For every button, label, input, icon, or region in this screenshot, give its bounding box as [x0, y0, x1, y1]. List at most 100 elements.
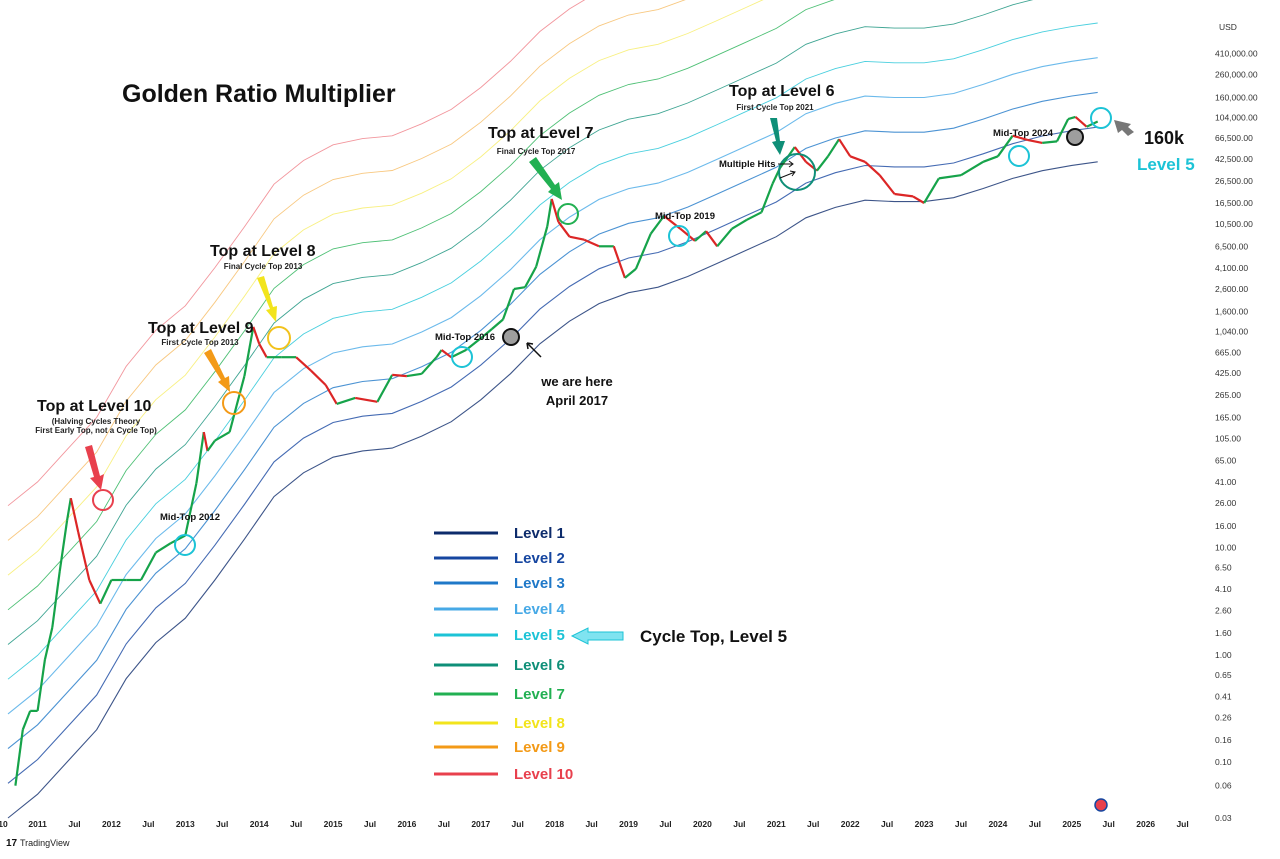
x-tick-label: 2012	[102, 819, 121, 829]
price-segment	[612, 245, 626, 279]
y-tick-label: 65.00	[1215, 456, 1237, 466]
target-price-label: 160k	[1144, 128, 1185, 148]
brand-label: TradingView	[20, 838, 70, 848]
price-segment	[705, 230, 719, 247]
price-segment	[760, 183, 774, 213]
price-segment	[524, 266, 538, 288]
x-tick-label: Jul	[216, 819, 228, 829]
y-tick-label: 105.00	[1215, 433, 1241, 443]
y-tick-label: 41.00	[1215, 477, 1237, 487]
x-tick-label: Jul	[659, 819, 671, 829]
y-tick-label: 42,500.00	[1215, 154, 1253, 164]
y-tick-label: 1.60	[1215, 628, 1232, 638]
price-segment	[77, 531, 91, 581]
anno-lvl10-arrow	[85, 445, 104, 490]
price-segment	[923, 177, 940, 204]
anno-lvl6-circle	[778, 153, 816, 191]
anno-lvl6-title: Top at Level 6	[729, 83, 835, 100]
price-segment	[252, 326, 261, 345]
target-level-label: Level 5	[1137, 155, 1195, 174]
level-2-line	[7, 126, 1098, 784]
legend-label-level-2: Level 2	[514, 550, 565, 567]
y-tick-label: 16,500.00	[1215, 198, 1253, 208]
y-tick-label: 2.60	[1215, 605, 1232, 615]
price-segment	[827, 138, 841, 157]
price-segment	[376, 374, 394, 403]
y-tick-label: 4,100.00	[1215, 263, 1248, 273]
y-tick-label: 26,500.00	[1215, 176, 1253, 186]
anno-lvl9-sub1: First Cycle Top 2013	[161, 338, 239, 347]
chart-title: Golden Ratio Multiplier	[122, 80, 396, 108]
price-segment	[43, 627, 54, 660]
anno-lvl6-arrow	[770, 118, 785, 155]
level-6-line	[7, 0, 1034, 645]
level-10-line	[7, 0, 586, 507]
x-tick-label: 2024	[988, 819, 1007, 829]
price-segment	[336, 396, 356, 405]
level-8-line	[7, 0, 764, 576]
x-tick-label: Jul	[1029, 819, 1041, 829]
multiple-hits-label: Multiple Hits	[719, 159, 775, 170]
price-segment	[550, 198, 560, 223]
price-segment	[440, 349, 452, 359]
y-tick-label: 6,500.00	[1215, 241, 1248, 251]
legend-label-level-8: Level 8	[514, 715, 565, 732]
we-are-here-arrow	[526, 342, 542, 358]
anno-lvl9-arrow	[204, 349, 230, 392]
legend-label-level-6: Level 6	[514, 657, 565, 674]
y-tick-label: 165.00	[1215, 412, 1241, 422]
price-segment	[214, 431, 231, 442]
legend-label-level-1: Level 1	[514, 525, 565, 542]
price-segment	[746, 211, 762, 221]
y-tick-label: 265.00	[1215, 390, 1241, 400]
price-segment	[1012, 134, 1028, 141]
x-tick-label: 2016	[397, 819, 416, 829]
x-tick-label: Jul	[733, 819, 745, 829]
price-segment	[69, 497, 80, 533]
y-tick-label: 0.16	[1215, 735, 1232, 745]
price-segment	[58, 520, 69, 572]
price-segment	[491, 318, 504, 330]
tradingview-logo-icon: 17	[6, 838, 18, 849]
level-3-line	[7, 91, 1098, 750]
x-tick-label: Jul	[512, 819, 524, 829]
price-segment	[228, 375, 246, 433]
price-segment	[583, 238, 600, 248]
price-segment	[501, 288, 516, 320]
x-tick-label: Jul	[364, 819, 376, 829]
price-segment	[155, 542, 172, 554]
midtop-2012-circle	[174, 534, 196, 556]
anno-lvl9-circle	[222, 391, 246, 415]
price-segment	[195, 431, 205, 484]
anno-lvl6-sub1: First Cycle Top 2021	[736, 103, 814, 112]
anno-lvl7-arrow	[529, 157, 562, 200]
anno-lvl7-circle	[557, 203, 579, 225]
midtop-2016-label: Mid-Top 2016	[435, 332, 495, 343]
target-level5-circle	[1090, 107, 1112, 129]
level-1-line	[7, 161, 1098, 819]
y-tick-label: 1,600.00	[1215, 307, 1248, 317]
legend: Level 1 Level 2 Level 3 Level 4 Level 5 Level…	[434, 525, 573, 783]
price-segment	[679, 227, 696, 242]
price-segment	[912, 195, 925, 204]
y-tick-label: 0.26	[1215, 713, 1232, 723]
price-segment	[435, 349, 443, 358]
price-segment	[392, 373, 407, 378]
currency-label: USD	[1219, 22, 1237, 32]
price-segment	[557, 221, 571, 238]
us-flag-icon	[1094, 798, 1108, 812]
price-segment	[997, 135, 1014, 157]
price-segment	[99, 579, 113, 605]
x-tick-label: Jul	[1103, 819, 1115, 829]
price-segment	[1027, 138, 1043, 144]
price-segment	[938, 174, 962, 180]
x-tick-label: 2015	[324, 819, 343, 829]
x-tick-label: 2021	[767, 819, 786, 829]
price-segment	[694, 230, 707, 242]
we-are-here-line1: we are here	[540, 374, 613, 389]
anno-lvl8-sub1: Final Cycle Top 2013	[224, 262, 303, 271]
price-segment	[716, 227, 733, 248]
price-segment	[1067, 115, 1076, 121]
price-segment	[206, 439, 216, 452]
